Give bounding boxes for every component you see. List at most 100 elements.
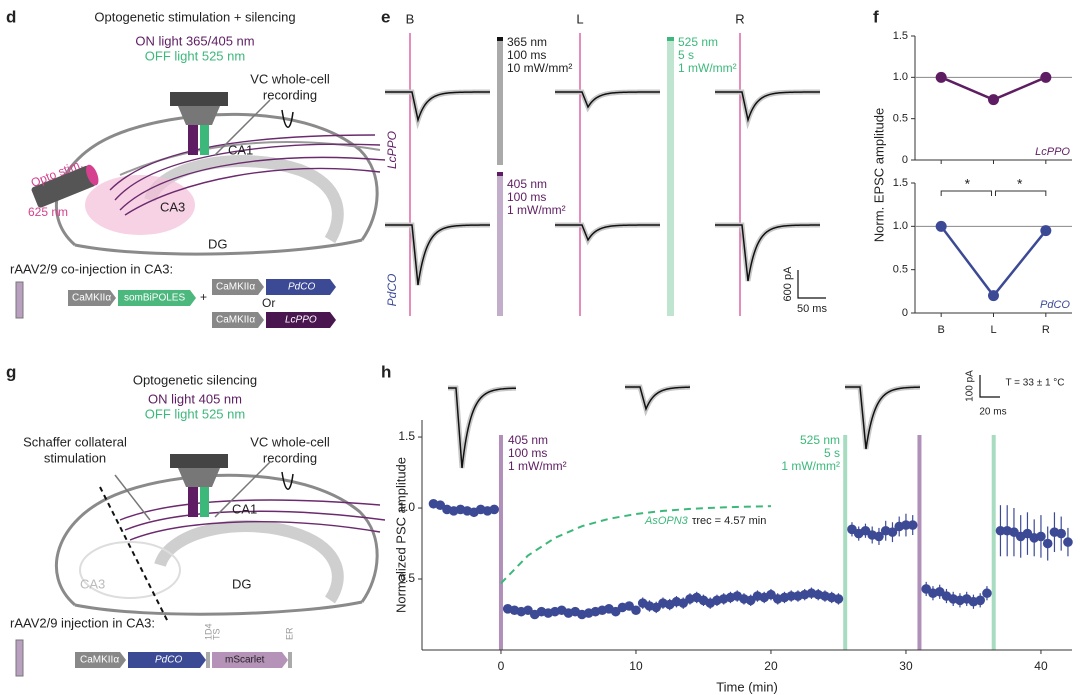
objective <box>178 106 220 125</box>
scale-bar <box>979 375 1000 398</box>
construct-label: ER <box>284 627 294 640</box>
series-line <box>940 225 1047 298</box>
tag-box <box>288 652 292 668</box>
y-tick-label: 0 <box>902 307 908 319</box>
gene-box <box>128 652 206 668</box>
region-label: DG <box>208 236 228 251</box>
trace-band <box>715 222 821 282</box>
light-label: 405 nm <box>508 433 548 447</box>
gene-box <box>118 290 196 306</box>
electrode <box>214 99 271 156</box>
dentate-gyrus <box>144 155 344 244</box>
significance-bracket <box>940 190 992 196</box>
point <box>489 504 500 515</box>
light-beam <box>200 487 209 517</box>
x-tick-label: 10 <box>629 659 643 673</box>
construct-label: CaMKIIα <box>216 282 255 293</box>
trace <box>715 91 821 123</box>
trace <box>625 386 691 412</box>
dentate-gyrus <box>154 520 344 604</box>
recording-label: recording <box>263 450 317 465</box>
construct-label: + <box>200 290 207 304</box>
stim-label: stimulation <box>44 450 106 465</box>
x-tick-label: 0 <box>498 659 505 673</box>
row-label: LcPPO <box>385 131 399 169</box>
construct-label: CaMKIIα <box>72 293 111 304</box>
microscope <box>170 454 228 468</box>
trace-icon <box>281 109 294 128</box>
construct-label: CaMKIIα <box>216 315 255 326</box>
fit-label: AsOPN3 <box>644 515 689 527</box>
significance-bracket <box>995 190 1047 196</box>
light-beam <box>188 125 198 155</box>
promoter-box <box>75 652 126 668</box>
y-tick-label: 1.5 <box>893 30 908 42</box>
temperature: T = 33 ± 1 °C <box>1005 378 1064 389</box>
trace-band <box>625 384 691 417</box>
trace <box>385 224 491 286</box>
electrode <box>214 461 271 518</box>
trace <box>448 387 517 469</box>
trace <box>845 386 921 450</box>
trace-band <box>385 222 491 286</box>
scale-label: 100 pA <box>965 370 976 402</box>
point <box>833 594 844 604</box>
y-tick-label: 1.0 <box>893 71 908 83</box>
point <box>982 588 992 599</box>
axons <box>109 134 386 216</box>
tag-box <box>206 652 210 668</box>
light-bar <box>917 435 922 650</box>
y-tick-label: 1.0 <box>893 220 908 232</box>
fit-curve <box>500 505 771 584</box>
gene-box <box>266 312 336 328</box>
off-light: OFF light 525 nm <box>145 406 245 421</box>
point <box>995 525 1006 536</box>
light-label: 100 ms <box>508 446 547 460</box>
condition-label: L <box>576 11 583 26</box>
point <box>887 527 898 537</box>
point <box>1042 538 1053 549</box>
y-tick-label: 1.5 <box>893 177 908 189</box>
syringe <box>15 639 24 677</box>
x-tick-label: L <box>990 324 996 336</box>
syringe <box>15 281 24 319</box>
condition-label: B <box>406 11 415 26</box>
construct-label: PdCO <box>288 282 315 293</box>
region-label: CA1 <box>228 142 253 157</box>
hippocampus-outline <box>74 238 363 256</box>
stim-wavelength: 625 nm <box>28 205 68 219</box>
fiber <box>31 164 99 208</box>
x-tick-label: B <box>937 324 944 336</box>
light-label: 405 nm <box>507 177 547 191</box>
construct-label: LcPPO <box>285 315 317 326</box>
point <box>935 220 947 232</box>
trace-band <box>385 89 491 130</box>
construct-label: Or <box>262 296 275 310</box>
construct-label: mScarlet <box>225 655 265 666</box>
significance-label: * <box>965 176 971 192</box>
ca3-expression <box>85 175 195 235</box>
light-bar <box>843 435 848 650</box>
y-axis-label: Normalized PSC amplitude <box>393 457 408 613</box>
light-label: 5 s <box>678 48 694 62</box>
x-axis-label: Time (min) <box>716 679 778 694</box>
y-tick-label: 0 <box>902 154 908 166</box>
ca3-faded <box>79 541 181 599</box>
promoter-box <box>68 290 116 306</box>
injection-label: rAAV2/9 co-injection in CA3: <box>10 261 173 276</box>
point <box>975 595 986 606</box>
light-label: 100 ms <box>507 48 546 62</box>
x-tick-label: 20 <box>764 659 778 673</box>
panel-letter: g <box>6 362 16 381</box>
scale-label: 600 pA <box>782 266 794 302</box>
panel-letter: h <box>381 362 391 381</box>
microscope <box>170 92 228 106</box>
region-label: CA1 <box>232 501 257 516</box>
light-label: 5 s <box>824 446 840 460</box>
construct-label: CaMKIIα <box>80 655 119 666</box>
x-tick-label: 40 <box>1034 659 1048 673</box>
series-label: PdCO <box>1040 299 1070 311</box>
panel-letter: e <box>381 7 390 26</box>
point <box>1040 225 1052 237</box>
